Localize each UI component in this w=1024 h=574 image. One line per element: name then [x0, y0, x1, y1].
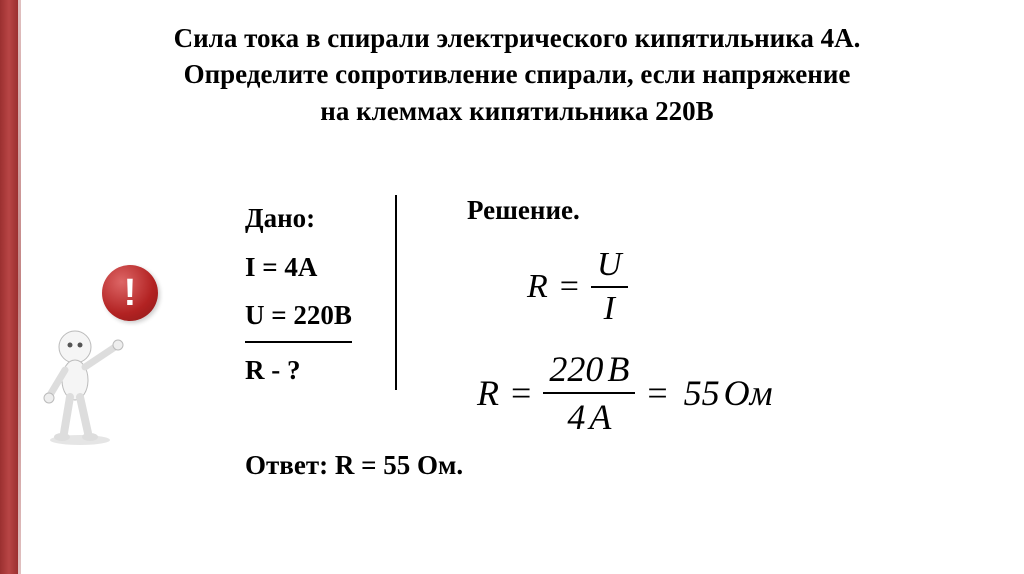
formula-calculation: R = 220B 4A = 55Ом	[477, 348, 945, 438]
given-label: Дано:	[245, 195, 395, 242]
exclamation-icon: !	[102, 265, 158, 321]
stickman-icon	[40, 325, 135, 445]
answer-line: Ответ: R = 55 Ом.	[245, 450, 463, 481]
formula-denominator: I	[598, 288, 621, 328]
calc-var: R	[477, 372, 499, 414]
answer-label: Ответ:	[245, 450, 328, 480]
formula-var: R	[527, 268, 548, 306]
given-find: R - ?	[245, 347, 395, 394]
solution-label: Решение.	[467, 195, 945, 226]
calc-numerator: 220B	[543, 348, 635, 394]
calc-denominator: 4A	[561, 394, 617, 438]
title-line-2: Определите сопротивление спирали, если н…	[40, 56, 994, 92]
given-voltage: U = 220B	[245, 292, 395, 347]
formula-numerator: U	[591, 246, 628, 288]
vertical-divider	[395, 195, 397, 390]
given-column: Дано: I = 4A U = 220B R - ?	[245, 195, 395, 394]
solution-column: Решение. R = U I R = 220B 4A	[467, 195, 945, 438]
title-line-3: на клеммах кипятильника 220В	[40, 93, 994, 129]
answer-text: R = 55 Ом.	[335, 450, 463, 480]
decorative-figure: !	[30, 265, 170, 445]
title-line-1: Сила тока в спирали электрического кипят…	[40, 20, 994, 56]
calc-fraction: 220B 4A	[543, 348, 635, 438]
given-current: I = 4A	[245, 244, 395, 291]
equals-sign-3: =	[647, 372, 667, 414]
formula-fraction: U I	[591, 246, 628, 328]
left-accent-border	[0, 0, 18, 574]
problem-solution-area: Дано: I = 4A U = 220B R - ? Решение. R =…	[245, 195, 945, 438]
problem-title: Сила тока в спирали электрического кипят…	[40, 20, 994, 129]
equals-sign-2: =	[511, 372, 531, 414]
formula-general: R = U I	[527, 246, 945, 328]
equals-sign: =	[560, 268, 579, 306]
calc-result: 55Ом	[684, 372, 773, 414]
